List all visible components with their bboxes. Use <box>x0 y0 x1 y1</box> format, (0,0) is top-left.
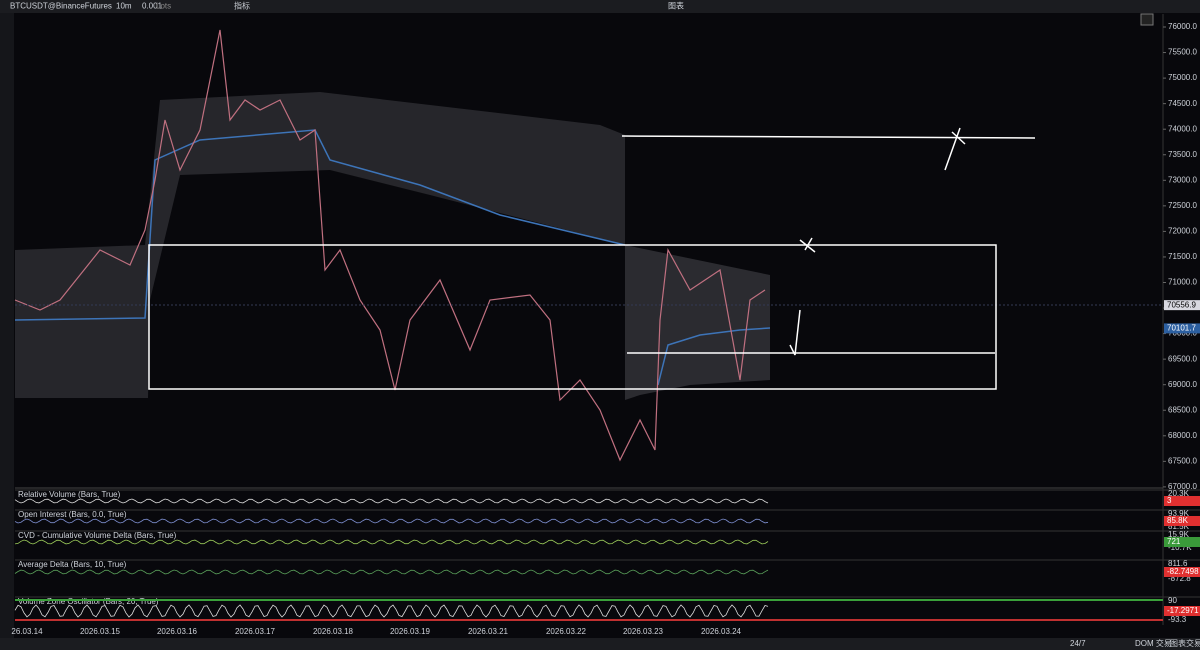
annotation-marks <box>789 127 966 356</box>
panel-scale-label: 811.6 <box>1168 559 1188 568</box>
price-badge-label: 70556.9 <box>1167 300 1196 309</box>
price-badge-label: 70101.7 <box>1167 324 1196 333</box>
panel-badge-label: 85.8K <box>1167 516 1189 525</box>
price-tick-label: 73500.0 <box>1168 150 1197 159</box>
panel-title: CVD - Cumulative Volume Delta (Bars, Tru… <box>18 531 177 540</box>
price-series <box>14 29 766 462</box>
symbol[interactable]: BTCUSDT@BinanceFutures <box>10 2 112 11</box>
price-tick-label: 72000.0 <box>1168 227 1197 236</box>
indicator-series <box>14 518 769 524</box>
panel-title: Average Delta (Bars, 10, True) <box>18 560 127 569</box>
price-tick-label: 71000.0 <box>1168 278 1197 287</box>
window-title: 图表 <box>668 1 684 11</box>
panel-scale-label: 20.3K <box>1168 489 1190 498</box>
time-tick-label: 2026.03.22 <box>546 627 587 636</box>
indicator-series <box>14 604 769 618</box>
price-tick-label: 75500.0 <box>1168 48 1197 57</box>
panel-badge <box>1164 496 1200 506</box>
time-tick-label: 26.03.14 <box>11 627 43 636</box>
interval[interactable]: 10m <box>116 2 132 11</box>
quantity[interactable]: 0.001 <box>142 2 163 11</box>
time-tick-label: 2026.03.17 <box>235 627 276 636</box>
price-badge <box>1164 300 1200 311</box>
panel-title: Relative Volume (Bars, True) <box>18 490 121 499</box>
dom-button[interactable]: DOM 交易 <box>1135 638 1172 648</box>
time-tick-label: 2026.03.15 <box>80 627 121 636</box>
panel-badge <box>1164 537 1200 547</box>
panel-scale-label: 90 <box>1168 596 1177 605</box>
panel-title: Open Interest (Bars, 0.0, True) <box>18 510 127 519</box>
panel-scale-label: 93.9K <box>1168 509 1190 518</box>
panel-badge <box>1164 516 1200 526</box>
indicator-series <box>14 498 769 504</box>
time-tick-label: 2026.03.23 <box>623 627 664 636</box>
quantity-unit: Lots <box>156 2 171 11</box>
collapse-button[interactable] <box>1140 13 1154 26</box>
price-tick-label: 75000.0 <box>1168 73 1197 82</box>
anchored-vwap-line <box>657 327 771 386</box>
price-tick-label: 68000.0 <box>1168 431 1197 440</box>
price-tick-label: 73000.0 <box>1168 175 1197 184</box>
panel-badge-label: 3 <box>1167 496 1172 505</box>
time-tick-label: 2026.03.24 <box>701 627 742 636</box>
price-tick-label: 76000.0 <box>1168 22 1197 31</box>
price-tick-label: 71500.0 <box>1168 252 1197 261</box>
price-tick-label: 69500.0 <box>1168 354 1197 363</box>
panel-badge <box>1164 606 1200 616</box>
chart-trading-button[interactable]: 图表交易 <box>1170 638 1200 648</box>
indicator-series <box>14 539 769 545</box>
status-bar <box>0 638 1200 650</box>
price-tick-label: 68500.0 <box>1168 405 1197 414</box>
panel-scale-label: 81.5K <box>1168 522 1190 531</box>
panel-badge-label: -17.2971 <box>1167 606 1199 615</box>
time-tick-label: 2026.03.16 <box>157 627 198 636</box>
price-tick-label: 74500.0 <box>1168 99 1197 108</box>
anchored-band <box>625 135 770 400</box>
price-tick-label: 67000.0 <box>1168 482 1197 491</box>
panel-badge-label: 721 <box>1167 537 1181 546</box>
drawing-toolbar[interactable] <box>0 13 14 638</box>
indicator-series <box>14 569 769 575</box>
time-tick-label: 2026.03.19 <box>390 627 431 636</box>
price-tick-label: 74000.0 <box>1168 124 1197 133</box>
panel-badge <box>1164 567 1200 577</box>
panel-scale-label: -93.3 <box>1168 615 1187 624</box>
panel-scale-label: 15.9K <box>1168 530 1190 539</box>
panel-badge-label: -82.7498 <box>1167 567 1199 576</box>
price-badge <box>1164 323 1200 334</box>
time-tick-label: 2026.03.21 <box>468 627 509 636</box>
indicators-button[interactable]: 指标 <box>234 1 250 11</box>
resistance-line[interactable] <box>621 135 1036 139</box>
price-tick-label: 67500.0 <box>1168 456 1197 465</box>
range-box[interactable] <box>148 244 997 390</box>
price-tick-label: 69000.0 <box>1168 380 1197 389</box>
session[interactable]: 24/7 <box>1070 639 1086 648</box>
deviation-band <box>15 92 625 398</box>
panel-scale-label: -872.8 <box>1168 574 1191 583</box>
panel-scale-label: -10.7K <box>1168 543 1192 552</box>
panel-title: Volume Zone Oscillator (Bars, 20, True) <box>18 597 159 606</box>
time-tick-label: 2026.03.18 <box>313 627 354 636</box>
price-tick-label: 72500.0 <box>1168 201 1197 210</box>
toolbar <box>0 0 1200 13</box>
